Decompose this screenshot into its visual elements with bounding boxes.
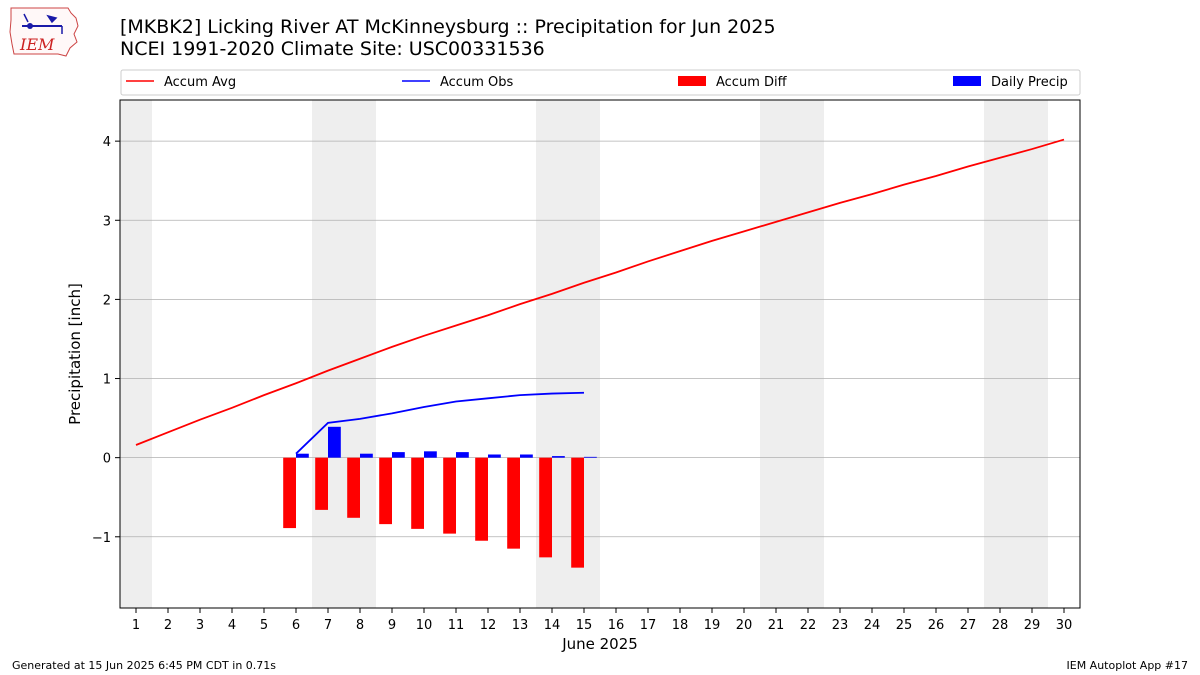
weather-vane-icon (23, 13, 63, 34)
daily-precip-bar-day-8 (360, 453, 373, 458)
daily-precip-bar-day-6 (296, 453, 309, 458)
accum-diff-bar-day-10 (411, 457, 424, 529)
daily-precip-bar-day-13 (520, 454, 533, 458)
x-axis-ticks: 1 2 3 4 5 6 7 8 9 10 11 12 13 14 15 16 17 18 19 20 21 22 23 24 2… (132, 608, 1072, 633)
y-tick-label: 3 (103, 214, 111, 229)
x-tick-label: 25 (896, 618, 913, 633)
accum-diff-bar-day-11 (443, 457, 456, 534)
x-tick-label: 12 (480, 618, 497, 633)
weekend-band-day-28 (984, 100, 1016, 608)
iem-logo: IEM (9, 7, 79, 57)
x-tick-label: 6 (292, 618, 300, 633)
logo-text: IEM (19, 35, 55, 54)
horizontal-gridlines (120, 140, 1080, 538)
accum-diff-bar-day-15 (571, 457, 584, 568)
lines (135, 138, 1065, 455)
x-tick-label: 9 (388, 618, 396, 633)
y-tick-label: 1 (103, 373, 111, 388)
accum-diff-bar-day-13 (507, 457, 520, 549)
x-tick-label: 14 (544, 618, 561, 633)
x-tick-label: 4 (228, 618, 236, 633)
accum-diff-bar-day-8 (347, 457, 360, 518)
plot-frame (119, 99, 1081, 609)
y-tick-label: −1 (92, 531, 111, 546)
y-tick-label: 2 (103, 293, 111, 308)
x-tick-label: 27 (960, 618, 977, 633)
legend: Accum Avg Accum Obs Accum Diff Daily Pre… (120, 69, 1081, 96)
x-tick-label: 21 (768, 618, 785, 633)
generated-timestamp: Generated at 15 Jun 2025 6:45 PM CDT in … (12, 659, 277, 672)
legend-diff-label: Accum Diff (716, 75, 788, 90)
accum-obs-line (295, 391, 585, 455)
x-tick-label: 2 (164, 618, 172, 633)
x-tick-label: 19 (704, 618, 721, 633)
x-tick-label: 18 (672, 618, 689, 633)
accum-avg-line (135, 138, 1065, 446)
weekend-band-day-7 (312, 100, 344, 608)
x-tick-label: 16 (608, 618, 625, 633)
daily-precip-bar-day-7 (328, 426, 341, 458)
app-credit: IEM Autoplot App #17 (1066, 659, 1189, 672)
chart-title: [MKBK2] Licking River AT McKinneysburg :… (120, 16, 776, 38)
accum-diff-bar-day-9 (379, 457, 392, 525)
x-tick-label: 10 (416, 618, 433, 633)
x-tick-label: 20 (736, 618, 753, 633)
legend-daily-label: Daily Precip (991, 75, 1068, 90)
legend-diff-swatch (678, 76, 706, 86)
legend-daily-swatch (953, 76, 981, 86)
accum-diff-bar-day-7 (315, 457, 328, 510)
x-tick-label: 11 (448, 618, 465, 633)
y-tick-label: 4 (103, 135, 111, 150)
daily-precip-bar-day-12 (488, 454, 501, 458)
x-tick-label: 15 (576, 618, 593, 633)
x-tick-label: 7 (324, 618, 332, 633)
accum-diff-bar-day-6 (283, 457, 296, 529)
weekend-band-day-1 (120, 100, 152, 608)
x-tick-label: 28 (992, 618, 1009, 633)
legend-avg-label: Accum Avg (164, 75, 236, 90)
daily-precip-bar-day-14 (552, 456, 565, 458)
x-tick-label: 5 (260, 618, 268, 633)
x-axis-label: June 2025 (561, 635, 638, 653)
x-tick-label: 17 (640, 618, 657, 633)
weekend-band-day-22 (792, 100, 824, 608)
weekend-band-day-21 (760, 100, 792, 608)
daily-precip-bar-day-9 (392, 452, 405, 458)
x-tick-label: 29 (1024, 618, 1041, 633)
x-tick-label: 1 (132, 618, 140, 633)
x-tick-label: 26 (928, 618, 945, 633)
accum-diff-bar-day-12 (475, 457, 488, 541)
x-tick-label: 8 (356, 618, 364, 633)
x-tick-label: 22 (800, 618, 817, 633)
x-tick-label: 24 (864, 618, 881, 633)
legend-obs-label: Accum Obs (440, 75, 513, 90)
y-tick-label: 0 (103, 452, 111, 467)
daily-precip-bar-day-15 (584, 456, 597, 458)
weather-dot-icon (27, 23, 33, 29)
daily-precip-bar-day-11 (456, 452, 469, 458)
daily-precip-bar-day-10 (424, 451, 437, 458)
weekend-band-day-29 (1016, 100, 1048, 608)
accum-diff-bar-day-14 (539, 457, 552, 558)
x-tick-label: 23 (832, 618, 849, 633)
x-tick-label: 30 (1056, 618, 1073, 633)
x-tick-label: 3 (196, 618, 204, 633)
y-axis-ticks: −1 0 1 2 3 4 (92, 135, 120, 546)
legend-frame (120, 69, 1081, 96)
x-tick-label: 13 (512, 618, 529, 633)
y-axis-label: Precipitation [inch] (66, 283, 84, 425)
chart-subtitle: NCEI 1991-2020 Climate Site: USC00331536 (120, 38, 545, 60)
bars (283, 426, 597, 568)
